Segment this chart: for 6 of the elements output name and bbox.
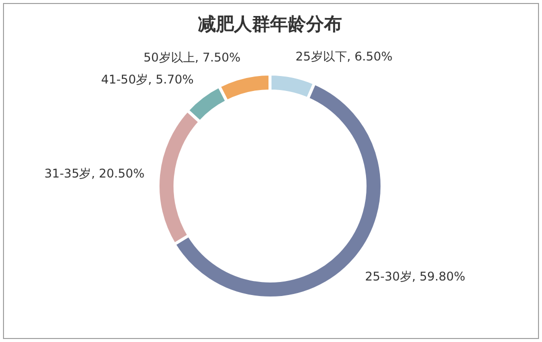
chart-title: 减肥人群年龄分布	[198, 14, 342, 35]
slice-label: 25-30岁, 59.80%	[365, 270, 466, 284]
slice-label: 31-35岁, 20.50%	[44, 166, 145, 181]
slice-label: 41-50岁, 5.70%	[101, 72, 194, 87]
slice-label: 25岁以下, 6.50%	[296, 50, 393, 64]
slice-label: 50岁以上, 7.50%	[144, 50, 241, 64]
